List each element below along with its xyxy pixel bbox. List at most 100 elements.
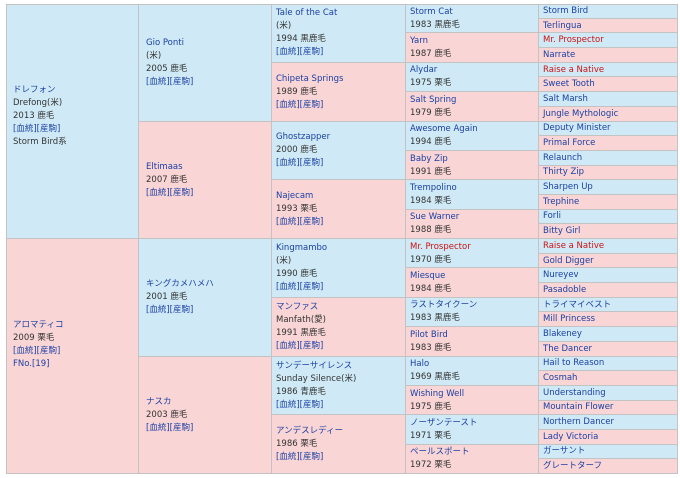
pedigree-offspring-links[interactable]: [血統][産駒] bbox=[276, 399, 324, 410]
horse-info: 2001 鹿毛 bbox=[146, 292, 188, 303]
horse-name[interactable]: トライマイベスト bbox=[543, 299, 612, 310]
horse-name[interactable]: Primal Force bbox=[543, 138, 596, 149]
ancestor-gen5: Nureyev bbox=[539, 268, 678, 284]
horse-name[interactable]: Narrate bbox=[543, 49, 576, 60]
horse-name[interactable]: Ghostzapper bbox=[276, 132, 331, 143]
pedigree-offspring-links[interactable]: [血統][産駒] bbox=[146, 422, 194, 433]
horse-name[interactable]: Jungle Mythologic bbox=[543, 108, 619, 119]
ancestor-gen5: Pasadoble bbox=[539, 283, 678, 298]
horse-name[interactable]: Trephine bbox=[543, 196, 580, 207]
horse-name[interactable]: グレートターフ bbox=[543, 461, 602, 472]
ancestor-gen5: Relaunch bbox=[539, 150, 678, 166]
pedigree-offspring-links[interactable]: [血統][産駒] bbox=[146, 305, 194, 316]
ancestor-gen5: Understanding bbox=[539, 385, 678, 401]
horse-name[interactable]: Raise a Native bbox=[543, 240, 605, 251]
horse-info: 1975 栗毛 bbox=[410, 78, 452, 89]
ancestor-gen4: Mr. Prospector 1970 鹿毛 bbox=[406, 239, 539, 269]
horse-name[interactable]: Halo bbox=[410, 359, 430, 370]
ancestor-gen4: Wishing Well 1975 鹿毛 bbox=[406, 385, 539, 416]
horse-name[interactable]: Yarn bbox=[410, 36, 428, 47]
ancestor-gen5: Primal Force bbox=[539, 136, 678, 151]
pedigree-offspring-links[interactable]: [血統][産駒] bbox=[13, 124, 61, 134]
horse-name[interactable]: Baby Zip bbox=[410, 153, 448, 164]
horse-name[interactable]: Mill Princess bbox=[543, 314, 596, 325]
horse-name[interactable]: Relaunch bbox=[543, 152, 583, 163]
horse-name[interactable]: Sharpen Up bbox=[543, 182, 593, 193]
horse-name[interactable]: Miesque bbox=[410, 271, 446, 282]
horse-name[interactable]: アンデスレディー bbox=[276, 426, 344, 437]
horse-name[interactable]: Alydar bbox=[410, 65, 438, 76]
horse-info: 1969 黒鹿毛 bbox=[410, 372, 460, 383]
horse-name[interactable]: Thirty Zip bbox=[543, 167, 585, 178]
horse-name[interactable]: Pasadoble bbox=[543, 284, 587, 295]
horse-info: 1991 黒鹿毛 bbox=[276, 328, 326, 339]
ancestor-gen4: Awesome Again 1994 鹿毛 bbox=[406, 121, 539, 151]
pedigree-offspring-links[interactable]: [血統][産駒] bbox=[276, 158, 324, 169]
horse-name[interactable]: Mr. Prospector bbox=[410, 241, 471, 252]
horse-name[interactable]: Salt Marsh bbox=[543, 93, 588, 104]
horse-name[interactable]: アロマティコ bbox=[13, 320, 64, 330]
pedigree-offspring-links[interactable]: [血統][産駒] bbox=[276, 341, 324, 352]
horse-name[interactable]: Raise a Native bbox=[543, 64, 605, 75]
horse-name[interactable]: Eltimaas bbox=[146, 161, 183, 172]
horse-name[interactable]: Gold Digger bbox=[543, 255, 594, 266]
ancestor-gen5: Cosmah bbox=[539, 371, 678, 386]
family-number-link[interactable]: FNo.[19] bbox=[13, 359, 50, 369]
horse-name[interactable]: ノーザンテースト bbox=[410, 417, 478, 428]
ancestor-gen2: キングカメハメハ 2001 鹿毛 [血統][産駒] bbox=[139, 239, 272, 357]
horse-name[interactable]: Nureyev bbox=[543, 270, 579, 281]
horse-name[interactable]: Understanding bbox=[543, 387, 606, 398]
horse-name[interactable]: Wishing Well bbox=[410, 388, 465, 399]
horse-name[interactable]: ガーサント bbox=[543, 446, 586, 457]
horse-name[interactable]: Mountain Flower bbox=[543, 402, 614, 413]
horse-name[interactable]: Lady Victoria bbox=[543, 431, 599, 442]
horse-name[interactable]: Storm Bird bbox=[543, 5, 589, 16]
horse-name[interactable]: Northern Dancer bbox=[543, 417, 614, 428]
horse-name[interactable]: Hail to Reason bbox=[543, 358, 605, 369]
pedigree-offspring-links[interactable]: [血統][産駒] bbox=[146, 187, 194, 198]
pedigree-offspring-links[interactable]: [血統][産駒] bbox=[13, 346, 61, 356]
ancestor-gen5: Narrate bbox=[539, 48, 678, 63]
horse-name[interactable]: Forli bbox=[543, 211, 562, 222]
pedigree-offspring-links[interactable]: [血統][産駒] bbox=[276, 452, 324, 463]
ancestor-gen4: Baby Zip 1991 鹿毛 bbox=[406, 150, 539, 181]
horse-name[interactable]: Gio Ponti bbox=[146, 37, 184, 48]
horse-name[interactable]: Storm Cat bbox=[410, 6, 453, 17]
ancestor-gen3: Chipeta Springs 1989 鹿毛 [血統][産駒] bbox=[272, 62, 406, 122]
horse-name[interactable]: Deputy Minister bbox=[543, 123, 611, 134]
pedigree-offspring-links[interactable]: [血統][産駒] bbox=[276, 217, 324, 228]
horse-name[interactable]: サンデーサイレンス bbox=[276, 360, 353, 371]
pedigree-offspring-links[interactable]: [血統][産駒] bbox=[276, 99, 324, 110]
horse-info: 2005 鹿毛 bbox=[146, 63, 188, 74]
horse-name[interactable]: キングカメハメハ bbox=[146, 279, 214, 290]
ancestor-gen4: Salt Spring 1979 鹿毛 bbox=[406, 92, 539, 122]
horse-name[interactable]: ナスカ bbox=[146, 396, 172, 407]
horse-name[interactable]: Blakeney bbox=[543, 328, 582, 339]
horse-name[interactable]: Najecam bbox=[276, 191, 314, 202]
horse-name[interactable]: The Dancer bbox=[543, 343, 593, 354]
horse-name[interactable]: ペールスポート bbox=[410, 447, 470, 458]
horse-name[interactable]: ドレフォン bbox=[13, 85, 56, 95]
horse-name[interactable]: Trempolino bbox=[410, 182, 457, 193]
ancestor-gen5: Mountain Flower bbox=[539, 400, 678, 416]
horse-name[interactable]: Terlingua bbox=[543, 20, 582, 31]
horse-name[interactable]: Bitty Girl bbox=[543, 226, 581, 237]
horse-name[interactable]: Mr. Prospector bbox=[543, 35, 604, 46]
horse-name[interactable]: Kingmambo bbox=[276, 243, 328, 254]
horse-name[interactable]: Sweet Tooth bbox=[543, 79, 595, 90]
pedigree-offspring-links[interactable]: [血統][産駒] bbox=[276, 282, 324, 293]
horse-name[interactable]: Tale of the Cat bbox=[276, 8, 338, 19]
horse-name[interactable]: Sue Warner bbox=[410, 212, 460, 223]
pedigree-offspring-links[interactable]: [血統][産駒] bbox=[146, 76, 194, 87]
horse-name[interactable]: ラストタイクーン bbox=[410, 300, 478, 311]
horse-name[interactable]: Cosmah bbox=[543, 373, 578, 384]
horse-name[interactable]: Chipeta Springs bbox=[276, 73, 344, 84]
ancestor-gen3: Tale of the Cat (米) 1994 黒鹿毛 [血統][産駒] bbox=[272, 4, 406, 63]
horse-name[interactable]: マンファス bbox=[276, 302, 319, 313]
horse-name[interactable]: Awesome Again bbox=[410, 124, 478, 135]
horse-name[interactable]: Salt Spring bbox=[410, 94, 457, 105]
pedigree-offspring-links[interactable]: [血統][産駒] bbox=[276, 47, 324, 58]
horse-name[interactable]: Pilot Bird bbox=[410, 329, 448, 340]
ancestor-gen3: サンデーサイレンス Sunday Silence(米) 1986 青鹿毛 [血統][産… bbox=[272, 356, 406, 416]
